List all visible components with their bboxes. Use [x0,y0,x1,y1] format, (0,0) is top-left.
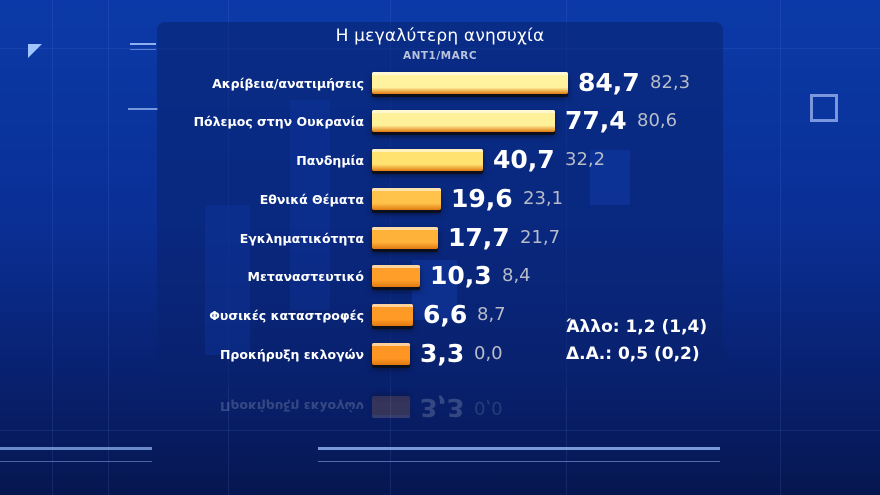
grid-line [108,0,109,495]
previous-value: 8,4 [502,265,531,286]
bar-row: Πόλεμος στην Ουκρανία 77,4 80,6 [0,106,880,136]
bar [372,188,441,210]
other-annotation: Άλλο: 1,2 (1,4) [566,317,708,337]
bar-value: 40,7 [493,145,555,174]
bar-row: Εθνικά Θέματα 19,6 23,1 [0,184,880,214]
deco-line [318,461,720,462]
chart-title: Η μεγαλύτερη ανησυχία [335,26,545,46]
deco-block [290,100,330,310]
deco-line [0,461,152,462]
previous-value: 23,1 [523,188,564,209]
bar-row: Ακρίβεια/ανατιμήσεις 84,7 82,3 [0,68,880,98]
bar-label: Πανδημία [296,153,364,168]
bar-value: 77,4 [565,106,627,135]
bar-row: Εγκληματικότητα 17,7 21,7 [0,223,880,253]
grid-line [52,0,53,495]
bar-value: 3,3 [420,393,465,418]
bar [372,343,410,365]
bar-label: Προκήρυξη εκλογών [219,399,364,414]
previous-value: 82,3 [650,72,691,93]
previous-value: 0,0 [474,343,503,364]
previous-value: 21,7 [520,227,561,248]
bar-value: 3,3 [420,339,465,368]
bar-label: Φυσικές καταστροφές [209,308,364,323]
previous-value: 8,7 [477,304,506,325]
bar [372,72,568,94]
bar-row: Προκήρυξη εκλογών 3,3 0,0 [0,392,880,418]
bar-row: Μεταναστευτικό 10,3 8,4 [0,261,880,291]
grid-line [0,430,880,431]
bar-value: 17,7 [448,223,510,252]
deco-line [128,108,158,110]
grid-line [780,0,781,495]
previous-value: 80,6 [637,110,678,131]
bar-label: Εγκληματικότητα [239,231,364,246]
chart-source: ANT1/MARC [402,50,478,62]
bar [372,110,555,132]
deco-line [318,447,720,450]
bar-label: Προκήρυξη εκλογών [219,347,364,362]
dont-know-annotation: Δ.Α.: 0,5 (0,2) [566,344,700,364]
reflection: Προκήρυξη εκλογών 3,3 0,0 [0,378,880,418]
bar-row: Φυσικές καταστροφές 6,6 8,7 [0,300,880,330]
bar-label: Πόλεμος στην Ουκρανία [193,114,364,129]
previous-value: 32,2 [565,149,606,170]
bar-row: Προκήρυξη εκλογών 3,3 0,0 [0,339,880,369]
bar [372,265,420,287]
bar-value: 6,6 [423,300,468,329]
bar-label: Μεταναστευτικό [247,269,365,284]
bar-label: Εθνικά Θέματα [259,192,364,207]
bar [372,304,413,326]
bar-value: 19,6 [451,184,513,213]
bar-label: Ακρίβεια/ανατιμήσεις [212,76,364,91]
bar [372,149,483,171]
deco-block [590,150,630,205]
bar-row: Πανδημία 40,7 32,2 [0,145,880,175]
deco-line [130,49,156,50]
deco-line [130,43,156,45]
bar [372,227,438,249]
square-outline-decoration-icon [810,94,838,122]
bar [372,396,410,418]
deco-line [0,447,152,450]
bar-value: 84,7 [578,68,640,97]
bar-value: 10,3 [430,261,492,290]
deco-block [205,205,250,355]
previous-value: 0,0 [474,397,503,418]
